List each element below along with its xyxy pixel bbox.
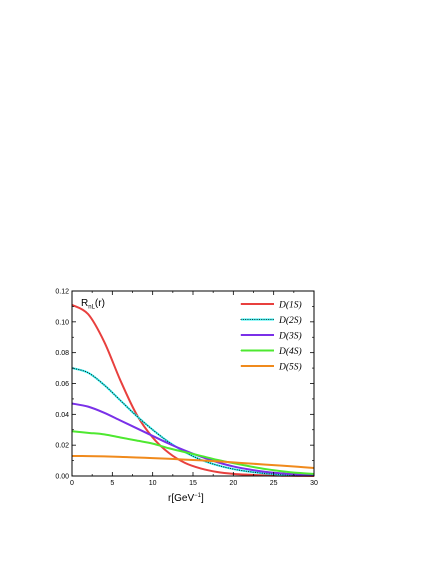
x-tick-label: 25 (270, 480, 278, 487)
axes: 0 5 10 15 20 25 30 0.00 0.02 0.04 0.06 0.08 0.10 0.12 (55, 289, 318, 488)
series-line-1 (71, 303, 315, 477)
legend-label-4: D(4S) (278, 346, 302, 357)
legend-label-3: D(3S) (278, 331, 302, 342)
plot-frame (71, 290, 315, 477)
x-tick-label: 30 (310, 480, 318, 487)
x-tick-label: 15 (189, 480, 197, 487)
legend-label-2: D(2S) (278, 315, 302, 326)
y-tick-label: 0.12 (55, 289, 69, 296)
x-axis-label: r[GeV−1] (168, 493, 204, 504)
series-markers-1 (71, 304, 315, 477)
legend: D(1S) D(2S) D(3S) D(4S) D(5S) (240, 300, 302, 373)
series-line-4 (71, 430, 315, 475)
series-line-3 (71, 402, 315, 477)
legend-label-5: D(5S) (278, 362, 302, 373)
y-axis-label: RnL(r) (81, 298, 105, 311)
legend-label-1: D(1S) (278, 300, 302, 311)
y-tick-label: 0.00 (55, 474, 69, 481)
x-tick-label: 5 (110, 480, 114, 487)
x-tick-label: 20 (229, 480, 237, 487)
y-tick-label: 0.02 (55, 443, 69, 450)
x-tick-label: 10 (149, 480, 157, 487)
x-tick-label: 0 (70, 480, 74, 487)
y-tick-label: 0.08 (55, 350, 69, 357)
plot-area (71, 303, 315, 477)
y-tick-label: 0.04 (55, 412, 69, 419)
series-markers-4 (71, 430, 315, 475)
y-tick-label: 0.10 (55, 319, 69, 326)
y-tick-label: 0.06 (55, 381, 69, 388)
series-markers-5 (71, 455, 315, 469)
